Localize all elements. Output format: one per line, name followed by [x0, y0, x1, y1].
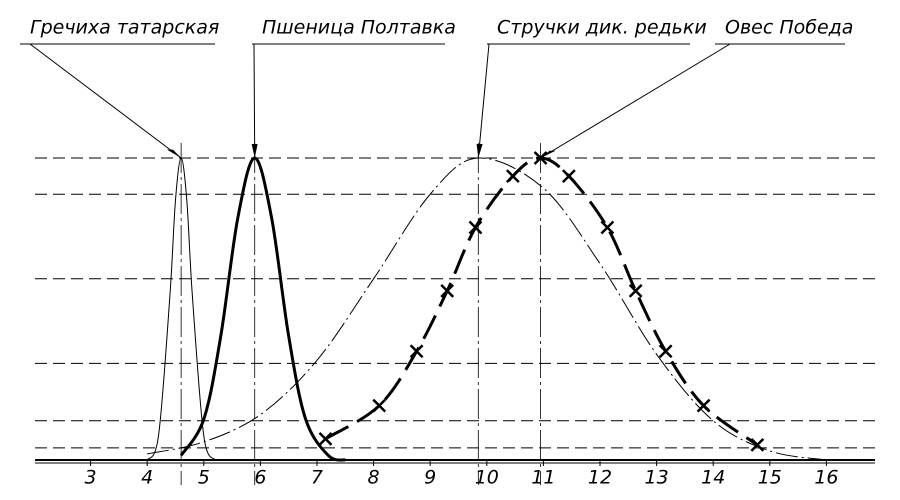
point-marker [750, 438, 765, 452]
leader-line [29, 43, 182, 159]
series-label: Стручки дик. редьки [497, 17, 707, 39]
x-tick-label: 7 [311, 467, 323, 489]
leader-arrow [166, 149, 182, 158]
point-marker [696, 398, 711, 413]
leader-line [253, 43, 256, 159]
x-tick-label: 15 [758, 467, 782, 489]
point-marker [440, 283, 455, 298]
point-marker [561, 169, 576, 184]
point-marker [628, 283, 643, 298]
point-marker [505, 169, 520, 184]
point-marker [318, 431, 333, 446]
leader-arrow [251, 144, 258, 158]
series-line [324, 156, 759, 447]
x-tick-label: 14 [701, 467, 725, 489]
x-tick-label: 6 [254, 467, 266, 489]
leader-arrow [540, 150, 556, 158]
x-tick-label: 9 [424, 467, 436, 489]
leader-arrow [476, 144, 483, 158]
x-tick-label: 10 [475, 467, 499, 489]
point-marker [658, 344, 673, 359]
series-label: Гречиха татарская [30, 17, 219, 39]
leader-line [477, 43, 490, 159]
x-tick-label: 4 [141, 467, 153, 489]
series-line [179, 156, 346, 462]
series-line [147, 157, 827, 461]
x-tick-label: 5 [198, 467, 210, 489]
x-tick-label: 8 [368, 467, 380, 489]
x-tick-label: 13 [645, 467, 669, 489]
series-label: Овес Победа [725, 17, 853, 39]
x-tick-label: 11 [531, 467, 555, 489]
leader-line [540, 43, 731, 159]
point-marker [468, 220, 483, 235]
x-tick-label: 16 [814, 467, 838, 489]
series-label: Пшеница Полтавка [262, 17, 456, 39]
point-marker [409, 344, 424, 359]
point-marker [372, 398, 387, 413]
point-marker [600, 220, 615, 235]
x-tick-label: 3 [85, 467, 97, 489]
x-tick-label: 12 [588, 467, 612, 489]
